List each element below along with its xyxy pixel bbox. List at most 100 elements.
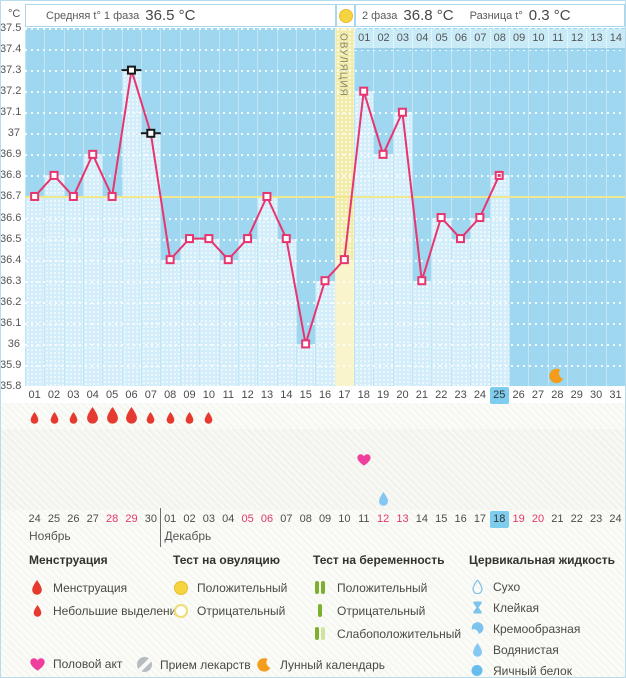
chart-plot[interactable]: 01 02 03 04 05 06 07 08 09 10 11 12 13 14 ОВУЛЯЦИЯ — [25, 28, 625, 386]
temp-point-day-12[interactable] — [243, 234, 253, 244]
chart-column-day-12[interactable] — [237, 28, 258, 386]
chart-column-day-26[interactable] — [508, 28, 528, 386]
chart-column-day-30[interactable] — [586, 28, 605, 386]
legend-item-label: Положительный — [197, 580, 288, 595]
gridline — [25, 322, 625, 325]
temp-point-day-24[interactable] — [475, 213, 485, 223]
phase1-label: Средняя t° 1 фаза — [46, 9, 140, 22]
gridline — [25, 259, 625, 262]
chart-column-day-17[interactable] — [334, 28, 355, 386]
legend-item-drop-small: Небольшие выделения — [29, 599, 183, 622]
temp-point-day-08[interactable] — [165, 255, 175, 265]
legend-item-bars-weak: Слабоположительный — [313, 622, 461, 645]
temp-point-day-21[interactable] — [417, 276, 427, 286]
dpo-cell: 05 — [431, 29, 451, 50]
date-cell: 14 — [415, 513, 428, 525]
temp-point-day-09[interactable] — [185, 234, 195, 244]
y-tick-label: 35.8 — [0, 380, 22, 392]
y-tick-label: 36.6 — [0, 211, 22, 224]
legend-item-fluid-dry: Сухо — [469, 576, 615, 597]
temp-point-day-03[interactable] — [68, 191, 78, 201]
y-tick-label: 36.4 — [0, 253, 22, 266]
date-cell: 12 — [377, 513, 390, 525]
chart-column-day-13[interactable] — [257, 28, 277, 386]
date-cell: 28 — [105, 513, 119, 525]
chart-column-day-16[interactable] — [315, 28, 335, 386]
dpo-cell: 07 — [470, 29, 490, 50]
chart-column-day-14[interactable] — [276, 28, 296, 386]
day-label-26: 26 — [512, 389, 525, 401]
menstruation-drop-svg — [185, 412, 194, 424]
day-label-07: 07 — [144, 389, 157, 401]
temp-point-day-13[interactable] — [262, 191, 272, 201]
chart-column-day-05[interactable] — [102, 28, 122, 386]
dpo-cell: 01 — [354, 29, 374, 50]
temp-point-day-14[interactable] — [281, 234, 291, 244]
date-cell: 13 — [396, 513, 409, 525]
chart-column-day-27[interactable] — [528, 28, 547, 386]
day-label-02: 02 — [47, 389, 61, 401]
y-tick-label: 37.1 — [0, 106, 22, 119]
y-tick-label: 36.3 — [0, 274, 22, 287]
day-label-21: 21 — [415, 389, 428, 401]
date-cell: 02 — [183, 513, 196, 525]
menstruation-row — [25, 403, 625, 429]
date-cell: 11 — [358, 513, 370, 525]
chart-column-day-23[interactable] — [450, 28, 471, 386]
temp-point-day-15[interactable] — [301, 339, 311, 349]
chart-column-day-10[interactable] — [199, 28, 219, 386]
gridline — [25, 301, 625, 304]
chart-column-day-01[interactable] — [25, 28, 45, 386]
menstruation-drop-icon — [204, 411, 213, 429]
temp-point-day-16[interactable] — [320, 276, 330, 286]
temp-point-day-02[interactable] — [49, 170, 59, 180]
date-cell: 03 — [202, 513, 216, 525]
date-cell: 09 — [318, 513, 332, 525]
chart-column-day-19[interactable] — [373, 28, 393, 386]
temp-point-day-23[interactable] — [455, 234, 465, 244]
dpo-cell: 11 — [547, 29, 567, 50]
day-label-14: 14 — [280, 389, 293, 401]
day-label-09: 09 — [183, 389, 196, 401]
temperature-bar — [26, 196, 45, 386]
temp-point-day-04[interactable] — [88, 149, 98, 159]
temp-point-day-20[interactable] — [397, 107, 407, 117]
gridline — [25, 364, 625, 367]
chart-column-day-09[interactable] — [179, 28, 200, 386]
temp-point-day-06[interactable] — [126, 65, 136, 75]
chart-column-day-06[interactable] — [121, 28, 142, 386]
y-tick-label: 36.9 — [0, 148, 22, 161]
chart-column-day-28[interactable] — [547, 28, 567, 386]
chart-column-day-04[interactable] — [83, 28, 103, 386]
y-tick-label: 36 — [7, 337, 20, 350]
temp-point-day-17[interactable] — [339, 255, 349, 265]
temp-point-day-01[interactable] — [30, 191, 40, 201]
temp-point-day-05[interactable] — [107, 191, 117, 201]
bar-shape — [321, 581, 325, 594]
temperature-line-svg — [30, 65, 504, 349]
fluid-watery-icon — [469, 642, 485, 657]
legend-item-circle-outline: Отрицательный — [173, 599, 287, 622]
dpo-cell: 14 — [605, 29, 625, 50]
y-tick-label: 37.5 — [0, 22, 22, 34]
legend-item-fluid-eggwhite: Яичный белок — [469, 660, 615, 677]
temp-point-day-22[interactable] — [436, 213, 446, 223]
legend-item-bar-one: Отрицательный — [313, 599, 461, 622]
temp-point-day-07[interactable] — [146, 128, 156, 138]
menstruation-drop-icon — [125, 407, 138, 429]
chart-column-day-31[interactable] — [605, 28, 625, 386]
heart-icon — [29, 657, 45, 671]
day-label-30: 30 — [589, 389, 603, 401]
dpo-cell: 08 — [489, 29, 509, 50]
fluid-sticky-icon — [469, 601, 485, 614]
chart-column-day-03[interactable] — [63, 28, 84, 386]
temp-point-day-11[interactable] — [223, 255, 233, 265]
chart-column-day-29[interactable] — [566, 28, 586, 386]
temp-point-day-19[interactable] — [378, 149, 388, 159]
temp-point-day-10[interactable] — [204, 234, 214, 244]
fluid-drop-svg — [378, 492, 388, 506]
temp-point-day-18[interactable] — [359, 86, 369, 96]
day-label-04: 04 — [86, 389, 99, 401]
chart-column-day-20[interactable] — [392, 28, 413, 386]
legend-item-heart: Половой акт — [29, 657, 122, 671]
